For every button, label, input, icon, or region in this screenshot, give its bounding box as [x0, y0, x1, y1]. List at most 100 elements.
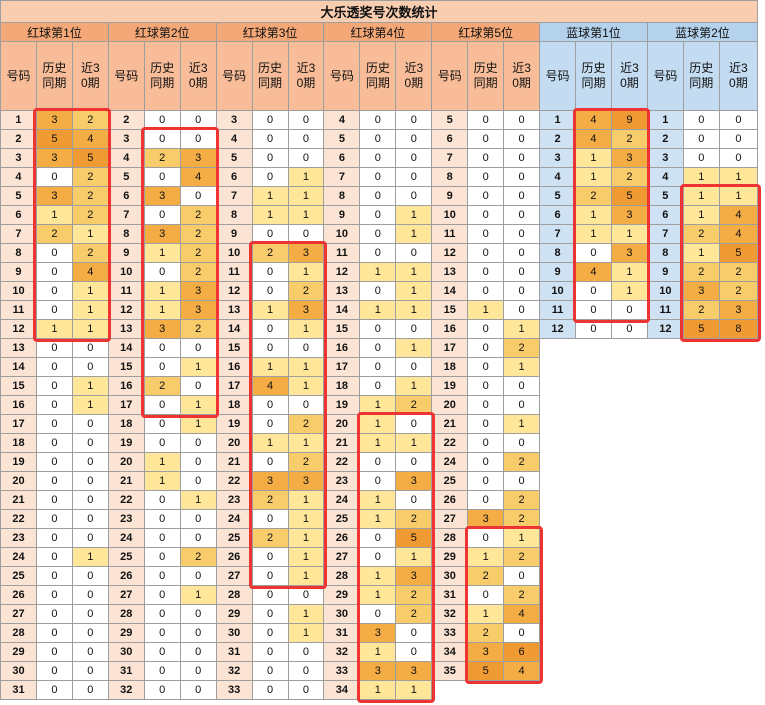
history-count: 1: [143, 300, 181, 320]
recent-count: 0: [503, 566, 541, 586]
empty-cell: [431, 680, 468, 700]
recent-count: 2: [395, 585, 433, 605]
history-count: 1: [575, 224, 612, 244]
recent-count: 2: [71, 243, 109, 263]
ball-number: 9: [431, 186, 469, 206]
ball-number: 24: [431, 452, 469, 472]
history-count: 0: [35, 528, 73, 548]
recent-count: 0: [503, 110, 541, 130]
recent-count: 0: [503, 186, 541, 206]
recent-count: 1: [503, 414, 541, 434]
history-count: 4: [251, 376, 289, 396]
table-row: 10 0 1 11 1 3 12 0 2 13 0 1 14 0 0 10 0 1 10 3 2: [0, 281, 759, 301]
recent-count: 2: [503, 338, 541, 358]
history-count: 0: [143, 528, 181, 548]
ball-number: 13: [431, 262, 469, 282]
recent-count: 1: [395, 281, 433, 301]
ball-number: 6: [646, 205, 684, 225]
recent-count: 1: [71, 319, 109, 339]
ball-number: 19: [215, 414, 253, 434]
ball-number: 1: [0, 110, 37, 130]
history-count: 0: [467, 205, 505, 225]
ball-number: 11: [323, 243, 361, 263]
ball-number: 9: [323, 205, 361, 225]
table-row: 25 0 0 26 0 0 27 0 1 28 1 3 30 2 0: [0, 566, 758, 586]
ball-number: 8: [107, 224, 145, 244]
history-count: 1: [359, 585, 397, 605]
empty-cell: [611, 585, 648, 605]
empty-cell: [611, 395, 648, 415]
ball-number: 14: [107, 338, 145, 358]
empty-cell: [719, 585, 758, 605]
recent-count: 1: [395, 376, 433, 396]
empty-cell: [719, 566, 758, 586]
recent-count: 0: [395, 129, 433, 149]
recent-count: 2: [503, 585, 541, 605]
table-row: 13 0 0 14 0 0 15 0 0 16 0 1 17 0 2: [0, 338, 758, 358]
history-count: 0: [251, 623, 289, 643]
empty-cell: [683, 509, 720, 529]
history-count: 0: [35, 452, 73, 472]
empty-cell: [539, 414, 576, 434]
ball-number: 7: [539, 224, 576, 244]
history-count: 0: [359, 205, 397, 225]
empty-cell: [611, 471, 648, 491]
history-count: 2: [251, 490, 289, 510]
empty-cell: [575, 433, 612, 453]
recent-count: 1: [179, 585, 217, 605]
ball-number: 14: [0, 357, 37, 377]
empty-cell: [647, 585, 684, 605]
recent-count: 6: [503, 642, 541, 662]
ball-number: 7: [646, 224, 684, 244]
empty-cell: [575, 585, 612, 605]
empty-cell: [647, 376, 684, 396]
recent-count: 0: [71, 414, 109, 434]
history-count: 0: [682, 110, 720, 130]
ball-number: 8: [0, 243, 37, 263]
recent-count: 1: [287, 319, 325, 339]
empty-cell: [539, 490, 576, 510]
history-count: 0: [251, 110, 289, 130]
history-count: 1: [359, 414, 397, 434]
history-count: 5: [467, 661, 505, 681]
history-count: 0: [251, 129, 289, 149]
ball-number: 15: [431, 300, 469, 320]
recent-count: 0: [71, 452, 109, 472]
recent-count: 0: [179, 433, 217, 453]
empty-cell: [539, 376, 576, 396]
empty-cell: [575, 395, 612, 415]
recent-count: 3: [179, 148, 217, 168]
empty-cell: [647, 623, 684, 643]
recent-count: 0: [503, 281, 541, 301]
recent-count: 1: [287, 623, 325, 643]
ball-number: 21: [323, 433, 361, 453]
ball-number: 26: [215, 547, 253, 567]
history-count: 0: [35, 585, 73, 605]
ball-number: 27: [215, 566, 253, 586]
empty-cell: [683, 414, 720, 434]
ball-number: 16: [323, 338, 361, 358]
recent-count: 3: [287, 243, 325, 263]
history-count: 0: [467, 585, 505, 605]
empty-cell: [647, 357, 684, 377]
empty-cell: [611, 661, 648, 681]
empty-cell: [647, 680, 684, 700]
recent-count: 1: [395, 338, 433, 358]
history-count: 0: [467, 528, 505, 548]
recent-count: 0: [503, 433, 541, 453]
empty-cell: [611, 414, 648, 434]
history-count: 1: [251, 357, 289, 377]
ball-number: 5: [539, 186, 576, 206]
ball-number: 30: [215, 623, 253, 643]
table-row: 31 0 0 32 0 0 33 0 0 34 1 1: [0, 680, 758, 700]
ball-number: 12: [646, 319, 684, 339]
empty-cell: [683, 490, 720, 510]
empty-cell: [611, 642, 648, 662]
ball-number: 2: [646, 129, 684, 149]
recent-count: 4: [71, 262, 109, 282]
history-count: 1: [359, 300, 397, 320]
history-count: 0: [251, 319, 289, 339]
history-count: 0: [35, 414, 73, 434]
history-count: 1: [251, 433, 289, 453]
